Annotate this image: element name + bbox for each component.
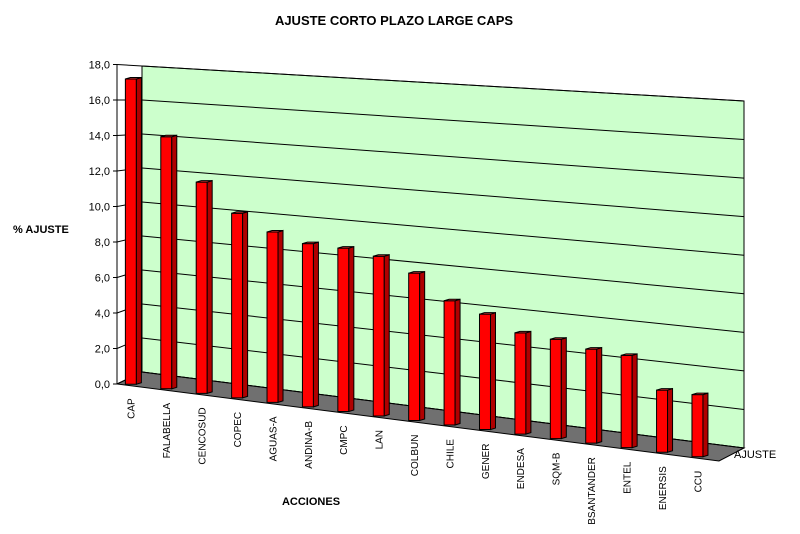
gridline (141, 133, 745, 179)
bar-side (419, 271, 426, 422)
bar-top (160, 134, 177, 138)
x-tick-label: SQM-B (552, 452, 563, 485)
bar (266, 231, 279, 403)
bar (585, 348, 598, 444)
x-tick-label: ENERSIS (658, 466, 669, 510)
bar-top (196, 180, 213, 183)
y-tick-label: 6,0 (95, 273, 110, 285)
bar-side (596, 346, 603, 444)
gridline (141, 65, 745, 102)
gridline (141, 99, 745, 141)
x-tick-label: ANDINA-B (304, 421, 315, 469)
bar-top (443, 298, 461, 302)
y-tick-label: 18,0 (89, 60, 110, 72)
y-tick-label: 12,0 (89, 166, 110, 178)
x-axis-title: ACCIONES (282, 496, 340, 508)
bar (372, 255, 385, 417)
x-tick-label: ENTEL (622, 461, 633, 494)
bar-side (348, 245, 355, 413)
bar-top (231, 211, 248, 214)
bar (301, 243, 314, 408)
x-tick-label: ENDESA (516, 448, 527, 489)
bar (691, 394, 704, 458)
bar (195, 181, 208, 394)
bar-top (337, 246, 354, 249)
x-tick-label: CENCOSUD (198, 407, 209, 464)
bar-side (383, 254, 390, 417)
gridline (141, 201, 745, 256)
y-tick-label: 0,0 (95, 379, 110, 391)
bar-top (302, 241, 319, 245)
y-axis: 0,0 2,0 4,0 6,0 8,0 10,0 12,0 14,0 16,0 18,0 (89, 60, 118, 391)
bar-side (560, 337, 567, 440)
bar (514, 332, 527, 435)
bar (478, 313, 491, 431)
bar-top (479, 312, 496, 315)
x-tick-label: COPEC (233, 412, 244, 448)
x-tick-label: BSANTANDER (587, 457, 598, 525)
x-tick-label: CAP (127, 398, 138, 419)
y-tick-label: 16,0 (89, 95, 110, 107)
x-tick-label: COLBUN (410, 435, 421, 477)
y-tick-label: 14,0 (89, 131, 110, 143)
x-axis-labels: CAP FALABELLA CENCOSUD COPEC AGUAS-A ANDINA-B… (127, 398, 705, 525)
x-tick-label: AGUAS-A (268, 416, 279, 461)
x-tick-label: LAN (375, 430, 386, 449)
bar (231, 212, 244, 399)
bar-top (585, 347, 602, 350)
bar (408, 272, 421, 421)
bar-side (667, 387, 674, 453)
y-tick-label: 4,0 (95, 308, 110, 320)
bar-top (373, 254, 390, 257)
bar (337, 247, 350, 412)
bar (656, 389, 669, 453)
bar-side (206, 179, 213, 394)
x-tick-label: CHILE (445, 439, 456, 469)
y-tick-label: 8,0 (95, 237, 110, 249)
bar-side (135, 76, 142, 385)
x-tick-label: GENER (481, 444, 492, 480)
bar-top (656, 388, 673, 391)
bar-side (171, 134, 178, 390)
bar (443, 300, 456, 426)
bar-top (691, 392, 709, 396)
bar-side (242, 211, 249, 399)
gridline-depth (116, 64, 143, 67)
bar-side (454, 298, 461, 426)
bar-side (312, 241, 319, 408)
y-tick-label: 10,0 (89, 202, 110, 214)
bar (549, 338, 562, 440)
bar (620, 354, 633, 449)
bar-top (125, 76, 142, 80)
series-name-label: AJUSTE (734, 449, 776, 461)
bar-top (550, 337, 567, 340)
bar (124, 78, 137, 385)
x-tick-label: FALABELLA (162, 402, 173, 458)
x-tick-label: CCU (693, 471, 704, 493)
bar (160, 136, 173, 390)
y-tick-label: 2,0 (95, 344, 110, 356)
bar-top (620, 353, 638, 356)
bars (124, 76, 709, 458)
x-tick-label: CMPC (339, 425, 350, 454)
bar-side (489, 312, 496, 431)
bar-side (277, 229, 284, 404)
bar-top (408, 271, 425, 274)
bar-top (514, 330, 532, 334)
bar-side (631, 353, 638, 449)
chart-title: AJUSTE CORTO PLAZO LARGE CAPS (275, 13, 513, 28)
bar-side (525, 330, 532, 435)
gridline (141, 167, 745, 218)
bar-top (266, 229, 284, 233)
bar-side (702, 392, 709, 458)
y-axis-title: % AJUSTE (13, 224, 69, 236)
